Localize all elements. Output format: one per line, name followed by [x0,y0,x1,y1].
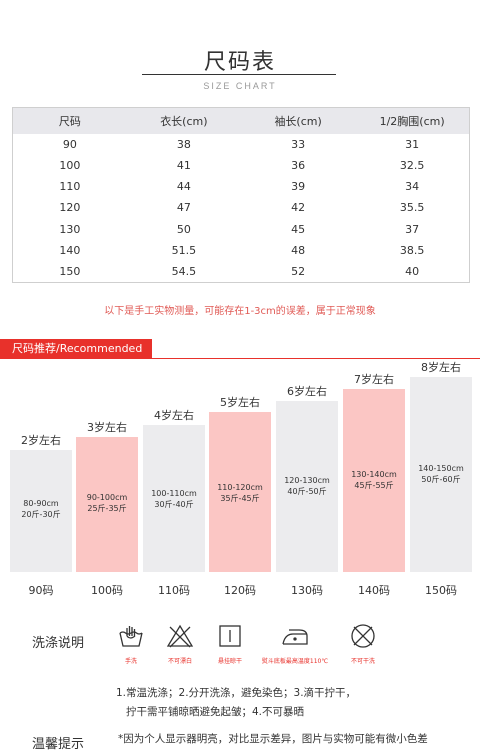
wash-label: 不可干洗 [350,658,375,665]
page-subtitle: SIZE CHART [203,81,277,91]
no-bleach-icon [166,622,194,650]
bar-height-label: 130-140cm [351,470,397,479]
column-header: 衣长(cm) [126,107,241,134]
table-cell: 31 [405,138,420,152]
bar-age-label: 6岁左右 [287,385,327,398]
table-cell: 120 [59,201,81,215]
recommend-divider [0,358,480,359]
bar-age-label: 5岁左右 [220,396,260,409]
table-cell: 39 [291,180,306,194]
table-row: 100 41 36 32.5 [13,155,470,176]
wash-label: 熨斗底板最高温度110℃ [261,658,329,665]
table-cell: 41 [176,159,191,173]
table-cell: 90 [62,138,77,152]
bar-age-label: 2岁左右 [21,434,61,447]
table-cell: 54.5 [171,264,197,278]
bar-weight-label: 25斤-35斤 [87,504,127,513]
table-cell: 52 [291,264,306,278]
table-row: 140 51.5 48 38.5 [13,240,470,261]
table-cell: 33 [291,138,306,152]
wash-instructions-line-2: 拧干需平铺晾晒避免起皱；4.不可暴晒 [126,706,305,718]
table-cell: 110 [59,180,81,194]
bar-weight-label: 50斤-60斤 [421,475,461,484]
table-row: 110 44 39 34 [13,176,470,197]
size-bar [410,377,472,572]
bar-height-label: 100-110cm [151,489,197,498]
table-cell: 36 [291,159,306,173]
bar-height-label: 140-150cm [418,464,464,473]
bar-age-label: 7岁左右 [354,373,394,386]
bar-size-label: 120码 [224,584,256,597]
bar-weight-label: 30斤-40斤 [154,500,194,509]
wash-label: 手洗 [124,658,137,665]
table-body: 90 38 33 31 100 41 36 32.5 110 44 39 34 120 47 42 35.5 1… [13,134,470,283]
hand-wash-icon [117,622,145,650]
bar-height-label: 110-120cm [217,483,263,492]
table-cell: 37 [405,222,420,236]
size-bar [143,425,205,572]
tips-title: 温馨提示 [32,737,85,752]
table-cell: 40 [405,264,420,278]
table-cell: 32.5 [399,159,425,173]
bar-size-label: 140码 [358,584,390,597]
size-bar [10,450,72,572]
bar-height-label: 90-100cm [86,493,128,502]
size-bar [276,401,338,572]
table-cell: 150 [59,264,81,278]
table-cell: 45 [291,222,306,236]
recommend-tag: 尺码推荐/Recommended [0,339,152,358]
size-bar [343,389,405,572]
iron-icon [281,622,309,650]
table-cell: 42 [291,201,306,215]
table-cell: 48 [291,243,306,257]
column-header: 袖长(cm) [241,107,356,134]
table-cell: 100 [59,159,81,173]
table-cell: 130 [59,222,81,236]
table-cell: 47 [176,201,191,215]
bar-weight-label: 20斤-30斤 [21,510,61,519]
table-row: 120 47 42 35.5 [13,197,470,218]
bar-weight-label: 35斤-45斤 [220,494,260,503]
table-cell: 34 [405,180,420,194]
no-dry-clean-icon [349,622,377,650]
column-header: 尺码 [12,107,127,134]
size-bar [76,437,138,572]
table-cell: 38.5 [399,243,425,257]
hang-dry-icon [216,622,244,650]
wash-instructions-line-1: 1.常温洗涤；2.分开洗涤，避免染色；3.滴干拧干， [116,687,357,699]
bar-size-label: 100码 [91,584,123,597]
wash-label: 不可漂白 [167,658,192,665]
table-header-row: 尺码 衣长(cm) 袖长(cm) 1/2胸围(cm) [12,107,470,134]
table-row: 130 50 45 37 [13,219,470,240]
column-header: 1/2胸围(cm) [355,107,470,134]
bar-height-label: 80-90cm [23,499,59,508]
measurement-note: 以下是手工实物测量，可能存在1-3cm的误差，属于正常现象 [104,306,376,317]
table-row: 150 54.5 52 40 [13,261,470,283]
tips-text: *因为个人显示器明亮，对比显示差异，图片与实物可能有微小色差 [118,733,428,745]
wash-title: 洗涤说明 [32,636,85,651]
bar-weight-label: 40斤-50斤 [287,487,327,496]
bar-weight-label: 45斤-55斤 [354,481,394,490]
table-cell: 38 [176,138,191,152]
bar-size-label: 90码 [28,584,54,597]
table-row: 90 38 33 31 [13,134,470,155]
bar-age-label: 4岁左右 [154,409,194,422]
table-cell: 50 [176,222,191,236]
table-cell: 35.5 [399,201,425,215]
size-table: 尺码 衣长(cm) 袖长(cm) 1/2胸围(cm) 90 38 33 31 100 41… [12,107,470,283]
size-bar [209,412,271,572]
bar-age-label: 3岁左右 [87,421,127,434]
table-cell: 140 [59,243,81,257]
title-divider [142,74,336,75]
table-cell: 44 [176,180,191,194]
bar-height-label: 120-130cm [284,476,330,485]
bar-size-label: 150码 [425,584,457,597]
bar-size-label: 110码 [158,584,190,597]
bar-age-label: 8岁左右 [421,361,461,374]
bar-size-label: 130码 [291,584,323,597]
wash-label: 悬挂晾干 [217,658,242,665]
table-cell: 51.5 [171,243,197,257]
page-title: 尺码表 [203,50,276,75]
